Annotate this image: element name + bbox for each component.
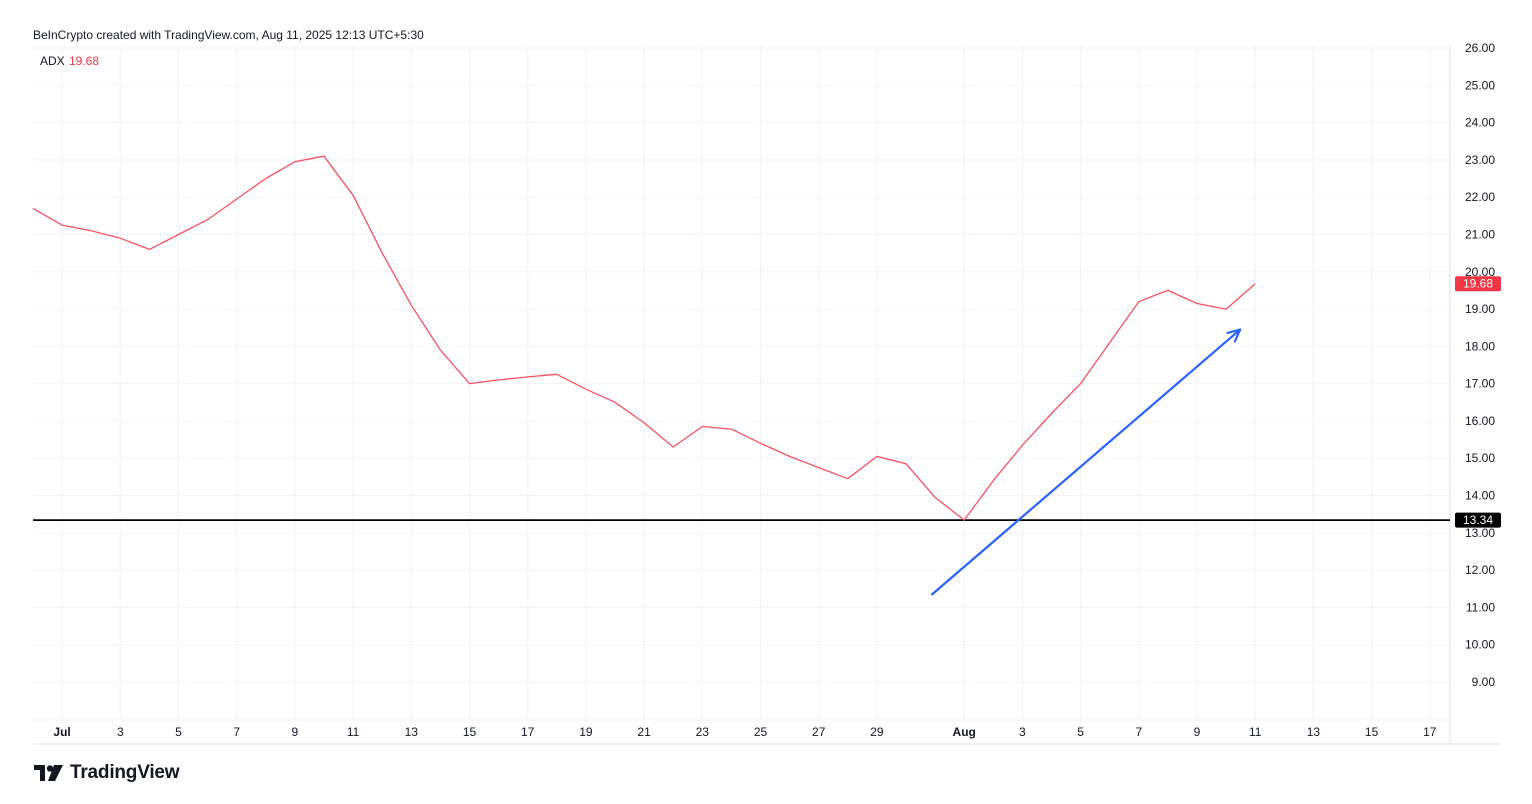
x-tick-label: 29 xyxy=(870,725,884,739)
x-tick-label: 15 xyxy=(463,725,477,739)
x-tick-label: 21 xyxy=(637,725,651,739)
y-tick-label: 11.00 xyxy=(1466,600,1495,614)
x-tick-label: 7 xyxy=(233,725,240,739)
x-tick-label: Aug xyxy=(953,725,976,739)
y-tick-label: 22.00 xyxy=(1465,190,1495,204)
y-tick-label: 13.00 xyxy=(1465,526,1495,540)
y-tick-label: 10.00 xyxy=(1465,638,1495,652)
y-tick-label: 26.00 xyxy=(1465,41,1495,55)
y-tick-label: 23.00 xyxy=(1465,153,1495,167)
y-tick-label: 20.00 xyxy=(1465,265,1495,279)
level-value-badge-bg xyxy=(1455,512,1501,528)
time-axis[interactable]: Jul 3 5 7 9 11 13 15 17 19 21 23 25 27 29 Aug 3 5 7 9 11 13 15… xyxy=(53,725,1436,739)
adx-chart[interactable]: 26.00 25.00 24.00 23.00 22.00 21.00 20.00 19.00… xyxy=(0,0,1532,750)
x-tick-label: 17 xyxy=(1423,725,1437,739)
price-axis[interactable]: 26.00 25.00 24.00 23.00 22.00 21.00 20.00 19.00… xyxy=(1465,41,1495,689)
x-tick-label: 13 xyxy=(1307,725,1321,739)
legend-indicator-name: ADX xyxy=(40,54,65,68)
x-tick-label: 15 xyxy=(1365,725,1379,739)
x-tick-label: 3 xyxy=(117,725,124,739)
x-tick-label: 27 xyxy=(812,725,826,739)
y-tick-label: 21.00 xyxy=(1465,227,1495,241)
x-tick-label: 23 xyxy=(696,725,710,739)
y-tick-label: 15.00 xyxy=(1465,451,1495,465)
chart-grid xyxy=(33,45,1502,745)
x-tick-label: 9 xyxy=(292,725,299,739)
trend-arrow-line[interactable] xyxy=(930,328,1242,596)
y-tick-label: 25.00 xyxy=(1465,78,1495,92)
x-tick-label: 5 xyxy=(1077,725,1084,739)
x-tick-label: 11 xyxy=(1249,725,1262,739)
tradingview-wordmark: TradingView xyxy=(70,762,180,783)
level-value-badge: 13.34 xyxy=(1463,513,1493,527)
last-value-badge: 19.68 xyxy=(1463,277,1493,291)
x-tick-label: 25 xyxy=(754,725,768,739)
indicator-legend[interactable]: ADX 19.68 xyxy=(40,54,99,68)
chart-credit: BeInCrypto created with TradingView.com,… xyxy=(33,28,424,42)
y-tick-label: 24.00 xyxy=(1465,116,1495,130)
x-tick-label: 17 xyxy=(521,725,535,739)
x-tick-label: 7 xyxy=(1135,725,1142,739)
x-tick-label: 11 xyxy=(347,725,360,739)
tradingview-logo[interactable]: TradingView xyxy=(34,762,180,784)
axis-badges: 13.34 19.68 xyxy=(1455,276,1501,528)
tradingview-logo-icon xyxy=(34,765,63,781)
x-tick-label: 3 xyxy=(1019,725,1026,739)
legend-indicator-value: 19.68 xyxy=(69,54,99,68)
y-tick-label: 9.00 xyxy=(1472,675,1496,689)
adx-line[interactable] xyxy=(32,155,1256,521)
y-tick-label: 18.00 xyxy=(1465,339,1495,353)
adx-series-group[interactable] xyxy=(32,155,1256,521)
trend-arrow-head[interactable] xyxy=(1226,328,1242,343)
y-tick-label: 12.00 xyxy=(1465,563,1495,577)
last-value-badge-bg xyxy=(1455,276,1501,292)
x-tick-label: Jul xyxy=(53,725,70,739)
y-tick-label: 19.00 xyxy=(1465,302,1495,316)
x-tick-label: 19 xyxy=(579,725,593,739)
y-tick-label: 16.00 xyxy=(1465,414,1495,428)
y-tick-label: 14.00 xyxy=(1465,489,1495,503)
x-tick-label: 5 xyxy=(175,725,182,739)
x-tick-label: 13 xyxy=(405,725,419,739)
y-tick-label: 17.00 xyxy=(1465,377,1495,391)
x-tick-label: 9 xyxy=(1194,725,1201,739)
trend-arrow-group[interactable] xyxy=(930,328,1242,596)
